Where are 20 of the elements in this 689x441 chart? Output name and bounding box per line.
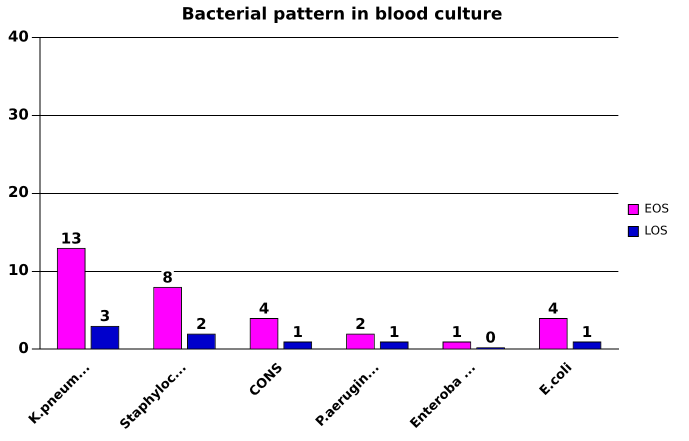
data-label: 4	[548, 299, 558, 318]
data-label: 1	[388, 322, 400, 341]
data-label: 1	[452, 322, 462, 341]
data-label: 1	[292, 322, 303, 341]
data-label: 2	[355, 315, 366, 334]
legend-label: LOS	[644, 224, 668, 238]
y-tick-label: 0	[18, 339, 29, 358]
data-label: 8	[162, 268, 173, 286]
data-label: 3	[100, 307, 110, 326]
legend-label: EOS	[644, 202, 670, 216]
data-label: 2	[196, 315, 207, 334]
data-label: 13	[60, 229, 82, 248]
data-label: 4	[258, 299, 270, 318]
y-tick-label: 20	[8, 183, 29, 202]
chart-title: Bacterial pattern in blood culture	[182, 4, 502, 25]
data-label: 0	[485, 328, 496, 347]
y-tick-label: 10	[8, 261, 29, 280]
y-tick-label: 40	[8, 27, 29, 46]
data-label: 1	[582, 322, 592, 341]
y-tick-label: 30	[8, 105, 29, 124]
